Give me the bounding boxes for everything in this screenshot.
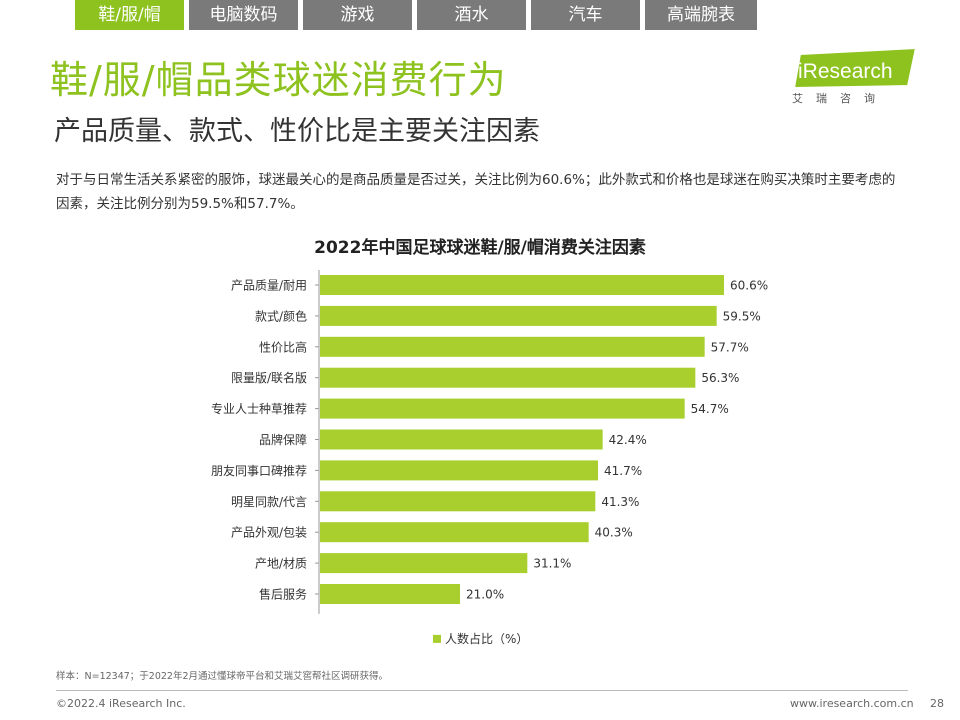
bar	[320, 367, 696, 388]
category-label: 性价比高	[259, 339, 307, 354]
copyright: ©2022.4 iResearch Inc.	[56, 697, 186, 710]
tab-games[interactable]: 游戏	[303, 0, 412, 30]
data-label: 41.3%	[601, 495, 639, 509]
category-label: 产地/材质	[255, 557, 307, 571]
page-title: 鞋/服/帽品类球迷消费行为	[50, 58, 507, 102]
website-url: www.iresearch.com.cn	[790, 697, 914, 710]
tab-computer-digital[interactable]: 电脑数码	[189, 0, 298, 30]
category-label: 明星同款/代言	[231, 495, 307, 509]
bar	[320, 336, 705, 357]
bar	[320, 522, 589, 543]
category-label: 限量版/联名版	[231, 370, 307, 385]
data-label: 40.3%	[595, 526, 633, 540]
data-label: 41.7%	[604, 464, 642, 478]
footer-divider	[56, 690, 908, 691]
logo-shape	[794, 48, 916, 88]
data-label: 42.4%	[609, 433, 647, 447]
data-label: 54.7%	[691, 402, 729, 416]
iresearch-logo: iResearch	[792, 48, 918, 90]
data-label: 21.0%	[466, 588, 504, 602]
bar	[320, 305, 717, 326]
tab-liquor[interactable]: 酒水	[417, 0, 526, 30]
category-label: 品牌保障	[259, 432, 307, 447]
bar-chart: 产品质量/耐用 60.6% 款式/颜色 59.5% 性价比高 57.7% 限量版/联名版 56…	[211, 270, 768, 646]
footnote: 样本：N=12347；于2022年2月通过懂球帝平台和艾瑞艾窖帮社区调研获得。	[56, 671, 389, 682]
tab-luxury-watches[interactable]: 高端腕表	[645, 0, 757, 30]
tab-automobile[interactable]: 汽车	[531, 0, 640, 30]
chart-title: 2022年中国足球球迷鞋/服/帽消费关注因素	[314, 238, 646, 258]
page-subtitle: 产品质量、款式、性价比是主要关注因素	[54, 116, 540, 147]
data-label: 60.6%	[730, 279, 768, 293]
bar	[320, 584, 460, 604]
description-text: 对于与日常生活关系紧密的服饰，球迷最关心的是商品质量是否过关，关注比例为60.6…	[56, 172, 896, 212]
category-label: 朋友同事口碑推荐	[211, 463, 307, 478]
bar	[320, 553, 528, 574]
data-label: 59.5%	[723, 309, 761, 323]
data-label: 56.3%	[701, 371, 739, 385]
legend-swatch	[433, 634, 441, 643]
category-label: 专业人士种草推荐	[211, 401, 307, 416]
bar	[320, 460, 598, 481]
category-label: 售后服务	[259, 587, 307, 602]
bar	[320, 275, 724, 295]
data-label: 31.1%	[533, 557, 571, 571]
page-number: 28	[930, 697, 944, 710]
tab-shoes-clothing-hats[interactable]: 鞋/服/帽	[75, 0, 184, 30]
logo-subtitle: 艾瑞咨询	[792, 92, 888, 105]
bar	[320, 429, 603, 450]
category-label: 产品质量/耐用	[231, 279, 307, 293]
bar	[320, 398, 685, 419]
logo-text: iResearch	[798, 60, 893, 83]
category-label: 产品外观/包装	[231, 526, 307, 540]
data-label: 57.7%	[711, 340, 749, 354]
bar	[320, 491, 596, 512]
category-label: 款式/颜色	[255, 308, 307, 323]
legend-label: 人数占比（%）	[445, 631, 528, 646]
